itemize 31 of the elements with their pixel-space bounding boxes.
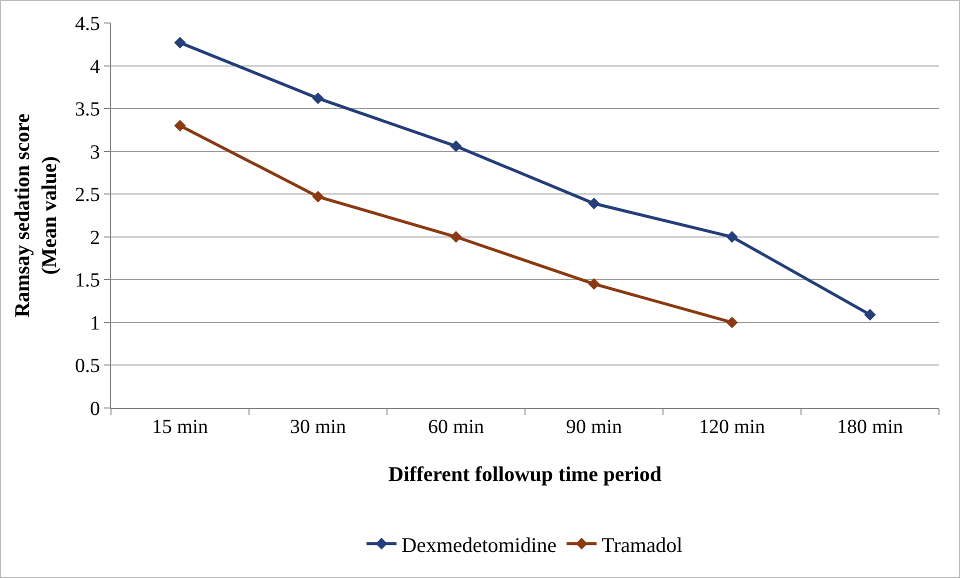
y-tick-label: 1.5 [75, 270, 100, 292]
x-tick-label: 30 min [290, 416, 346, 438]
y-tick-label: 4 [90, 56, 100, 78]
legend-label: Dexmedetomidine [402, 532, 557, 557]
y-tick-label: 3 [90, 141, 100, 164]
point [864, 308, 876, 321]
y-tick-label: 0 [90, 398, 100, 420]
y-tick-label: 3.5 [75, 98, 100, 121]
y-tick-label: 0.5 [75, 355, 100, 378]
x-tick-label: 180 min [836, 416, 904, 438]
y-tick-label: 2.5 [75, 184, 100, 206]
point [450, 140, 462, 152]
point [174, 120, 186, 132]
y-tick-label: 4.5 [75, 13, 100, 35]
y-tick-label: 1 [90, 312, 100, 334]
point [726, 231, 738, 243]
y-axis-title: Ramsay sedation score (Mean value) [10, 114, 62, 318]
point [450, 231, 462, 243]
point [588, 198, 600, 210]
point [588, 278, 600, 290]
x-axis-title: Different followup time period [388, 462, 662, 486]
x-tick-label: 120 min [698, 416, 766, 438]
point [312, 92, 324, 104]
point [312, 190, 324, 203]
x-tick-label: 60 min [428, 416, 484, 438]
x-tick-label: 90 min [566, 416, 622, 438]
legend-label: Tramadol [602, 532, 683, 557]
y-tick-label: 2 [90, 226, 100, 249]
point [726, 316, 738, 328]
x-tick-label: 15 min [152, 416, 208, 438]
point [174, 36, 186, 49]
